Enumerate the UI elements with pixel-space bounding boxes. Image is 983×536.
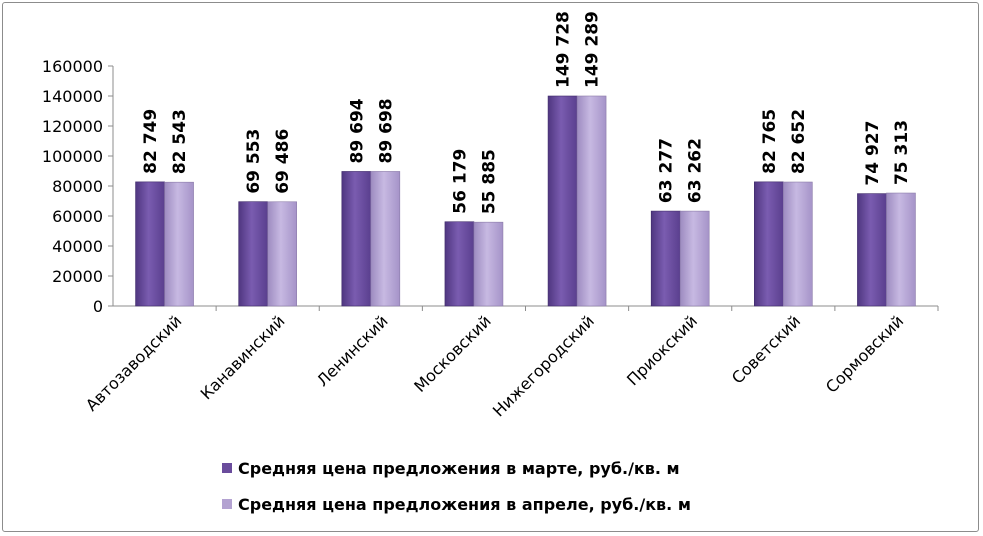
y-axis-ticks: 0 20000 40000 60000 80000 100000 120000 140000 1…	[42, 57, 113, 316]
category-label: Сормовский	[822, 311, 907, 396]
data-label-march: 63 277	[657, 138, 677, 203]
data-label-march: 149 728	[554, 11, 574, 88]
bar-april	[783, 181, 813, 307]
data-label-april: 149 289	[583, 11, 603, 88]
bar-april	[576, 95, 607, 307]
bar-march	[135, 181, 165, 307]
y-tick-label: 140000	[42, 87, 103, 106]
data-label-march: 82 765	[760, 109, 780, 174]
legend-label-april: Средняя цена предложения в апреле, руб./…	[238, 494, 691, 514]
legend-label-march: Средняя цена предложения в марте, руб./к…	[238, 458, 680, 478]
category-label: Нижегородский	[489, 311, 598, 420]
data-label-march: 82 749	[141, 109, 161, 174]
bar-april	[164, 181, 194, 307]
category-label: Автозаводский	[82, 311, 185, 414]
data-label-april: 69 486	[273, 129, 293, 194]
bar-april	[679, 210, 710, 307]
y-tick-label: 60000	[52, 207, 103, 226]
data-label-april: 89 698	[376, 98, 396, 163]
y-tick-label: 40000	[52, 237, 103, 256]
y-tick-label: 80000	[52, 177, 103, 196]
bar-march	[650, 210, 681, 307]
data-label-march: 89 694	[347, 98, 367, 163]
y-tick-label: 100000	[42, 147, 103, 166]
data-label-march: 56 179	[450, 149, 470, 214]
bar-chart: 0 20000 40000 60000 80000 100000 120000 140000 1…	[42, 11, 939, 420]
category-label: Московский	[410, 311, 495, 396]
y-tick-label: 120000	[42, 117, 103, 136]
category-label: Приокский	[623, 311, 701, 389]
bar-march	[444, 221, 475, 307]
category-label: Ленинский	[313, 311, 392, 390]
data-labels: 82 749 82 543 69 553 69 486 89 694 89 698 56 1…	[141, 11, 912, 214]
bar-march	[238, 201, 268, 307]
legend: Средняя цена предложения в марте, руб./к…	[222, 450, 822, 522]
legend-item-april: Средняя цена предложения в апреле, руб./…	[222, 486, 822, 522]
legend-swatch-march	[222, 463, 232, 473]
data-label-march: 74 927	[863, 121, 883, 186]
bar-march	[341, 171, 372, 307]
bar-march	[857, 193, 887, 307]
data-label-april: 82 652	[789, 109, 809, 174]
bar-april	[267, 201, 297, 307]
y-tick-label: 20000	[52, 267, 103, 286]
legend-item-march: Средняя цена предложения в марте, руб./к…	[222, 450, 822, 486]
bar-march	[547, 95, 578, 307]
category-label: Советский	[728, 311, 804, 387]
bar-april	[473, 221, 504, 307]
axes	[112, 66, 939, 311]
data-label-april: 75 313	[892, 120, 912, 185]
data-label-april: 82 543	[170, 109, 190, 174]
legend-swatch-april	[222, 499, 232, 509]
bar-march	[754, 181, 784, 307]
y-tick-label: 0	[93, 297, 103, 316]
bars	[135, 95, 916, 307]
bar-april	[370, 171, 401, 307]
y-tick-label: 160000	[42, 57, 103, 76]
bar-april	[886, 192, 916, 307]
category-labels: Автозаводский Канавинский Ленинский Московс…	[82, 311, 907, 420]
data-label-march: 69 553	[244, 129, 264, 194]
category-label: Канавинский	[197, 311, 289, 403]
data-label-april: 55 885	[479, 149, 499, 214]
data-label-april: 63 262	[686, 138, 706, 203]
